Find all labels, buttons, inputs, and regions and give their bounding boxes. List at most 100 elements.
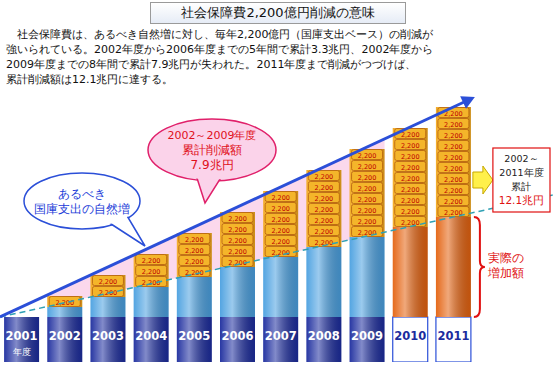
bar-shine — [220, 267, 255, 317]
coin-label: 2,200 — [358, 185, 377, 193]
coin-label: 2,200 — [315, 173, 334, 181]
coin-label: 2,200 — [444, 132, 463, 140]
bar-shine — [177, 317, 212, 362]
coin — [438, 163, 469, 173]
labels: 2001年度2002200320042005200620072008200920… — [6, 329, 470, 357]
coin-label: 2,200 — [142, 268, 161, 276]
category-label: 2004 — [135, 329, 167, 343]
coin-label: 2,200 — [271, 216, 290, 224]
coin — [265, 236, 296, 246]
coin — [179, 245, 210, 255]
coin — [395, 195, 426, 205]
natural-trend — [0, 101, 467, 317]
cut-stack — [436, 107, 471, 217]
x-label: 年度 — [13, 347, 31, 357]
coin — [438, 174, 469, 184]
coin-label: 2,200 — [271, 227, 290, 235]
bar-shine — [436, 107, 471, 217]
coin-label: 2,200 — [401, 164, 420, 172]
coin-label: 2,200 — [55, 299, 74, 307]
bar-shine — [350, 149, 385, 237]
coin-label: 2,200 — [228, 237, 247, 245]
bar-shine — [393, 227, 428, 317]
coin-label: 2,200 — [444, 154, 463, 162]
coin — [136, 255, 167, 265]
description-line: 累計削減額は12.1兆円に達する。 — [6, 72, 553, 87]
page: {"chart_data": { "type": "bar", "stacked… — [0, 0, 553, 366]
coin-label: 2,200 — [185, 247, 204, 255]
coin-label: 2,200 — [401, 186, 420, 194]
bar-shine — [263, 257, 298, 317]
description-line: 社会保障費は、あるべき自然増に対し、毎年2,200億円（国庫支出ベース）の削減が — [6, 27, 553, 42]
coin — [222, 224, 253, 234]
coin — [438, 152, 469, 162]
bar-segment — [220, 317, 255, 362]
bar-shine — [263, 191, 298, 257]
coin-label: 2,200 — [401, 153, 420, 161]
category-label: 2006 — [221, 329, 253, 343]
bar-shine — [350, 317, 385, 362]
total-box — [493, 148, 550, 212]
coin — [222, 235, 253, 245]
coin — [395, 151, 426, 161]
coin — [352, 172, 383, 182]
coin-label: 2,200 — [444, 187, 463, 195]
coin-label: 2,200 — [401, 197, 420, 205]
category-label: 2009 — [351, 329, 383, 343]
coin — [395, 206, 426, 216]
bar-shine — [220, 317, 255, 362]
coin — [265, 214, 296, 224]
coin-label: 2,200 — [358, 163, 377, 171]
chart: 2,200 2,200 2,200 2,200 2,200 2,200 2,200 2,200… — [0, 0, 553, 366]
cut-stack — [306, 170, 341, 247]
coin — [265, 247, 296, 257]
coin-label: 2,200 — [401, 175, 420, 183]
coin — [222, 246, 253, 256]
bars: 2,200 2,200 2,200 2,200 2,200 2,200 2,200 2,200… — [4, 107, 471, 362]
coin — [395, 140, 426, 150]
coin-label: 2,200 — [401, 219, 420, 227]
callout — [148, 119, 276, 181]
bar-segment — [177, 317, 212, 362]
bar-shine — [177, 233, 212, 277]
coin — [308, 204, 339, 214]
coin — [352, 227, 383, 237]
bar-shine — [4, 317, 39, 362]
cut-stack — [220, 212, 255, 267]
coin-label: 2,200 — [271, 205, 290, 213]
callout-text: 7.9兆円 — [190, 158, 233, 172]
actual-trend — [0, 195, 553, 317]
coin-label: 2,200 — [185, 236, 204, 244]
bar-segment — [306, 317, 341, 362]
coin — [308, 226, 339, 236]
callout-fill — [150, 121, 275, 180]
bar-segment — [4, 317, 39, 362]
category-label: 2002 — [49, 329, 81, 343]
coin-label: 2,200 — [358, 207, 377, 215]
coin-label: 2,200 — [228, 215, 247, 223]
coin-label: 2,200 — [358, 218, 377, 226]
coin — [395, 173, 426, 183]
coin — [308, 215, 339, 225]
bar-segment — [436, 217, 471, 317]
coin — [438, 130, 469, 140]
description-line: 強いられている。2002年度から2006年度までの5年間で累計3.3兆円、200… — [6, 42, 553, 57]
coin-label: 2,200 — [358, 152, 377, 160]
coin-label: 2,200 — [444, 121, 463, 129]
bar-segment — [350, 237, 385, 317]
cut-stack — [177, 233, 212, 277]
total-arrow — [473, 166, 493, 194]
callout-fill — [26, 175, 139, 228]
coin — [438, 196, 469, 206]
coin-label: 2,200 — [142, 257, 161, 265]
coin — [395, 184, 426, 194]
category-label: 2001 — [6, 329, 38, 343]
bar-shine — [306, 317, 341, 362]
description: 社会保障費は、あるべき自然増に対し、毎年2,200億円（国庫支出ベース）の削減が… — [6, 27, 553, 87]
bar-segment — [90, 297, 125, 317]
total-text: 2011年度 — [499, 167, 543, 178]
bar-shine — [134, 317, 169, 362]
coin-label: 2,200 — [271, 194, 290, 202]
coin-label: 2,200 — [358, 174, 377, 182]
coin-label: 2,200 — [401, 208, 420, 216]
